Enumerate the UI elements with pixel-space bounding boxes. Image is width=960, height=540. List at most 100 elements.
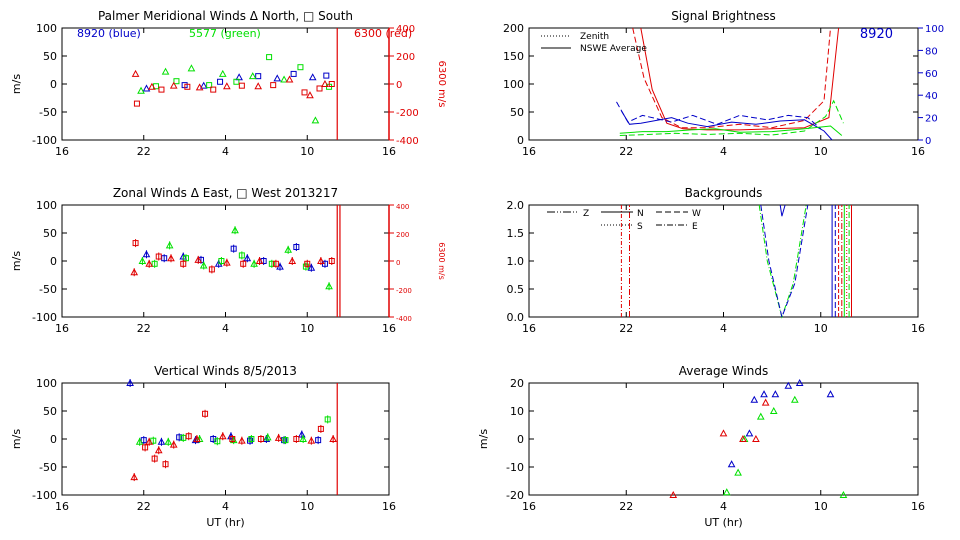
data-point [182, 255, 189, 262]
data-point [329, 434, 337, 442]
x-tick-label: 16 [382, 322, 396, 335]
x-tick-label: 22 [137, 500, 151, 513]
y2-tick-label: 80 [925, 46, 938, 57]
legend-label: 6300 (red) [354, 27, 412, 40]
y-axis-label: m/s [10, 429, 23, 449]
y2-tick-label: 20 [925, 114, 938, 125]
data-point [306, 91, 314, 99]
data-point [194, 255, 203, 263]
data-point [254, 82, 263, 90]
data-point [231, 226, 239, 234]
data-point [151, 260, 158, 267]
data-point [285, 75, 294, 83]
x-tick-label: 4 [222, 145, 229, 158]
plot-frame [528, 382, 919, 496]
data-point [243, 254, 252, 262]
x-tick-label: 10 [814, 322, 828, 335]
data-point [126, 378, 134, 386]
y2-tick-label: 60 [925, 69, 938, 80]
series-red [130, 239, 335, 277]
data-point [756, 412, 765, 420]
data-point [760, 390, 768, 398]
y2-axis-label: 6300 m/s [437, 242, 446, 280]
series-green [135, 415, 331, 446]
data-point [750, 395, 759, 403]
y2-tick-label: 0 [396, 80, 402, 91]
data-point [752, 434, 760, 442]
y2-tick-label: -200 [396, 287, 412, 295]
y2-axis-label: 6300 m/s [436, 61, 447, 108]
data-point [164, 437, 173, 445]
y-tick-label: 0 [517, 433, 524, 446]
data-point [288, 256, 297, 264]
data-point [169, 440, 178, 448]
y-tick-label: -100 [32, 489, 57, 502]
x-tick-label: 4 [222, 500, 229, 513]
data-point [290, 70, 297, 77]
data-point [137, 86, 145, 94]
y-tick-label: 50 [510, 106, 524, 119]
y2-tick-label: 0 [925, 136, 931, 147]
data-point [208, 266, 215, 273]
data-point [297, 430, 306, 438]
data-point [248, 436, 255, 442]
data-point [180, 260, 187, 267]
background-line-blue [779, 204, 786, 217]
data-point [293, 244, 300, 250]
y2-tick-label: 400 [396, 203, 409, 211]
data-point [250, 259, 258, 267]
data-point [154, 446, 163, 454]
x-tick-label: 16 [911, 322, 925, 335]
data-point [145, 259, 154, 267]
data-point [274, 433, 283, 441]
data-point [324, 416, 331, 423]
y-tick-label: -10 [506, 461, 524, 474]
data-point [745, 429, 754, 437]
data-point [255, 256, 264, 264]
data-point [218, 69, 227, 77]
y-tick-label: 0 [50, 255, 57, 268]
panel-vertical: Vertical Winds 8/5/2013 16 22 4 10 16 100 50 0 -5… [10, 364, 396, 529]
data-point [161, 67, 170, 75]
y2-tick-label: -200 [396, 108, 419, 119]
legend-label: W [692, 209, 701, 219]
y2-tick-label: -400 [396, 136, 419, 147]
data-point [266, 54, 273, 61]
data-point [238, 252, 245, 259]
data-point [130, 268, 139, 276]
x-axis-label: UT (hr) [206, 516, 244, 529]
x-axis-label: UT (hr) [704, 516, 742, 529]
data-point [233, 78, 240, 85]
data-point [284, 245, 293, 253]
x-tick-label: 10 [814, 500, 828, 513]
data-point [826, 390, 835, 398]
data-point [176, 434, 183, 441]
x-tick-label: 4 [720, 145, 727, 158]
data-point [727, 460, 736, 468]
data-point [304, 260, 311, 267]
y2-tick-label: -400 [396, 315, 412, 323]
y-tick-label: 1.5 [507, 227, 525, 240]
data-point [257, 436, 264, 442]
x-tick-label: 16 [522, 145, 536, 158]
data-point [238, 82, 245, 89]
green-nswe-line [619, 125, 843, 136]
data-point [769, 406, 778, 414]
data-point [187, 64, 196, 72]
data-point [132, 240, 139, 247]
y-tick-label: 0 [517, 134, 524, 147]
green-zenith-line [619, 99, 844, 136]
series-blue [727, 378, 835, 468]
data-point [273, 74, 282, 82]
data-point [328, 258, 335, 264]
y-tick-label: 100 [503, 78, 524, 91]
data-point [148, 82, 156, 90]
legend-label: 8920 (blue) [77, 27, 141, 40]
y-tick-label: -100 [32, 134, 57, 147]
data-point [173, 78, 180, 85]
legend-label: N [637, 209, 644, 219]
data-point [739, 434, 747, 442]
red-zenith-line [632, 27, 831, 129]
